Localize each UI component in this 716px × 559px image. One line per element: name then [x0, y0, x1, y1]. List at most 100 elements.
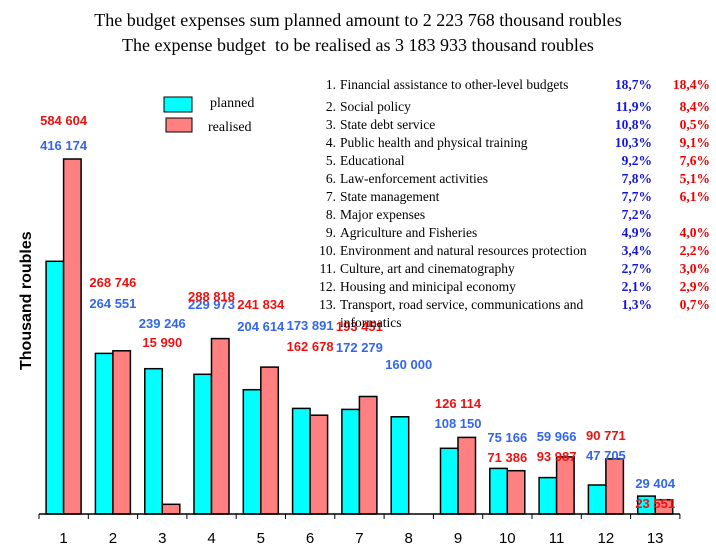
bar-realised-12	[605, 458, 625, 515]
category-number: 8.	[325, 207, 336, 222]
category-planned-percent: 7,2%	[621, 207, 652, 222]
bar-realised-10	[506, 469, 526, 515]
category-name: Social policy	[340, 99, 411, 114]
category-realised-percent: 2,2%	[679, 243, 710, 258]
category-row: 9. Agriculture and Fisheries 4,9% 4,0%	[310, 224, 710, 242]
x-axis: 1 2 3 4 5 6 7 8 9 10 11 12 13	[38, 513, 681, 547]
category-realised-percent: 5,1%	[679, 171, 710, 186]
category-planned-percent: 7,8%	[621, 171, 652, 186]
bar-planned-4	[193, 373, 213, 515]
bar-planned-7	[341, 408, 361, 515]
bar-planned-11	[538, 476, 558, 515]
category-planned-percent: 1,3%	[621, 297, 652, 312]
category-number: 7.	[325, 189, 336, 204]
bar-planned-3	[144, 367, 164, 515]
category-planned-percent: 10,3%	[614, 135, 652, 150]
value-label-realised-1: 584 604	[40, 113, 88, 128]
bar-planned-10	[489, 467, 509, 515]
category-realised-percent: 8,4%	[679, 99, 710, 114]
x-tick-label-8: 8	[405, 530, 413, 547]
value-label-realised-6: 162 678	[287, 339, 334, 354]
value-label-planned-7: 172 279	[336, 340, 383, 355]
category-row: 7. State management 7,7% 6,1%	[310, 188, 710, 206]
category-name: Law-enforcement activities	[340, 171, 489, 186]
value-label-planned-13: 29 404	[635, 476, 676, 491]
category-number: 3.	[325, 117, 336, 132]
category-planned-percent: 7,7%	[621, 189, 652, 204]
category-row: 2. Social policy 11,9% 8,4%	[310, 98, 710, 116]
category-number: 1.	[325, 77, 336, 92]
x-tick-label-4: 4	[207, 530, 215, 547]
value-label-realised-12: 90 771	[586, 428, 626, 443]
category-name: Major expenses	[340, 207, 426, 222]
category-realised-percent: 18,4%	[672, 77, 710, 92]
x-tick-label-2: 2	[109, 530, 117, 547]
category-number: 2.	[325, 99, 336, 114]
value-label-planned-3: 239 246	[139, 316, 186, 331]
value-label-realised-4: 288 818	[188, 289, 235, 304]
x-tick-label-12: 12	[598, 530, 615, 547]
bar-realised-6	[309, 414, 329, 515]
category-row: 10. Environment and natural resources pro…	[310, 242, 710, 260]
value-label-planned-6: 173 891	[287, 318, 334, 333]
value-label-realised-7: 193 451	[336, 319, 383, 334]
x-tick-label-5: 5	[257, 530, 265, 547]
category-planned-percent: 3,4%	[621, 243, 652, 258]
x-tick-label-11: 11	[549, 530, 565, 547]
value-label-realised-11: 93 987	[537, 449, 577, 464]
legend-swatch-realised	[165, 117, 193, 133]
category-name: Educational	[340, 153, 405, 168]
category-number: 4.	[325, 135, 336, 150]
category-row: 6. Law-enforcement activities 7,8% 5,1%	[310, 170, 710, 188]
category-row: 11. Culture, art and cinematography 2,7% 3,…	[310, 260, 710, 278]
value-label-planned-2: 264 551	[89, 296, 136, 311]
legend-label-planned: planned	[210, 96, 254, 111]
category-planned-percent: 9,2%	[621, 153, 652, 168]
category-planned-percent: 10,8%	[614, 117, 652, 132]
legend: planned realised	[163, 96, 254, 135]
category-number: 10.	[319, 243, 336, 258]
value-label-planned-10: 75 166	[487, 430, 527, 445]
y-axis-label: Thousand roubles	[18, 231, 35, 370]
chart-title-line-1: The budget expenses sum planned amount t…	[94, 10, 622, 30]
x-tick-label-13: 13	[647, 530, 664, 547]
bar-planned-12	[587, 484, 607, 515]
value-label-planned-12: 47 705	[586, 448, 626, 463]
bar-realised-11	[555, 456, 575, 515]
category-name: Environment and natural resources protec…	[340, 243, 587, 258]
category-realised-percent: 6,1%	[679, 189, 710, 204]
category-planned-percent: 4,9%	[621, 225, 652, 240]
x-tick-label-10: 10	[499, 530, 516, 547]
value-label-realised-3: 15 990	[142, 335, 182, 350]
chart-title-line-2: The expense budget to be realised as 3 1…	[122, 35, 594, 55]
category-number: 6.	[325, 171, 336, 186]
value-label-realised-9: 126 114	[435, 396, 482, 411]
x-tick-label-9: 9	[454, 530, 462, 547]
category-realised-percent: 0,7%	[679, 297, 710, 312]
category-row: 12. Housing and minicipal economy 2,1% 2,9%	[310, 278, 710, 296]
category-row: 4. Public health and physical training 10,…	[310, 134, 710, 152]
value-label-planned-4: 229 973	[188, 297, 235, 312]
category-realised-percent: 2,9%	[679, 279, 710, 294]
category-realised-percent: 0,5%	[679, 117, 710, 132]
x-tick-label-7: 7	[355, 530, 363, 547]
bar-planned-5	[242, 388, 262, 515]
bar-realised-4	[210, 337, 230, 515]
bar-realised-7	[358, 395, 378, 515]
category-row: 8. Major expenses 7,2%	[310, 206, 710, 224]
category-row: 1. Financial assistance to other-level bu…	[310, 76, 710, 98]
category-planned-percent: 2,1%	[621, 279, 652, 294]
category-legend-table: 1. Financial assistance to other-level bu…	[310, 76, 710, 332]
value-label-realised-13: 23 551	[635, 496, 675, 511]
value-label-planned-1: 416 174	[40, 138, 88, 153]
value-label-planned-9: 108 150	[435, 416, 482, 431]
category-name: Transport, road service, communications …	[340, 297, 584, 330]
category-name: Housing and minicipal economy	[340, 279, 516, 294]
bar-planned-2	[94, 352, 114, 515]
category-number: 5.	[325, 153, 336, 168]
value-label-realised-5: 241 834	[237, 297, 285, 312]
x-tick-label-1: 1	[59, 530, 67, 547]
category-realised-percent: 7,6%	[679, 153, 710, 168]
bar-realised-2	[112, 350, 132, 515]
